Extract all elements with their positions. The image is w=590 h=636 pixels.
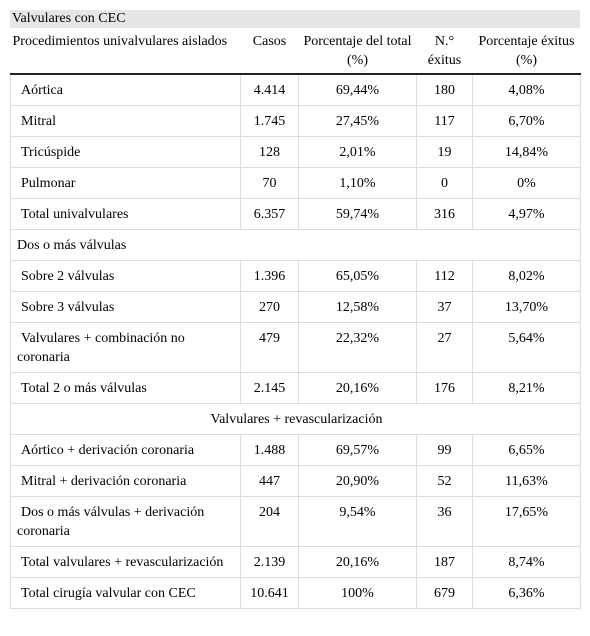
table-cell: 6,65%: [472, 434, 581, 466]
table-cell: 0: [416, 167, 473, 199]
table-row: Mitral 1.745 27,45% 117 6,70%: [10, 105, 581, 137]
table-cell: 4,97%: [472, 198, 581, 230]
table-cell: Mitral + derivación coronaria: [10, 465, 241, 497]
table-cell: 112: [416, 260, 473, 292]
table-row: Mitral + derivación coronaria 447 20,90% 52…: [10, 465, 581, 497]
table-row: Total valvulares + revascularización 2.13…: [10, 546, 581, 578]
table-row: Sobre 2 válvulas 1.396 65,05% 112 8,02%: [10, 260, 581, 292]
table-cell: 20,90%: [298, 465, 417, 497]
table-row: Total 2 o más válvulas 2.145 20,16% 176 8,21…: [10, 372, 581, 404]
table-cell: 13,70%: [472, 291, 581, 323]
table: Procedimientos univalvulares aislados Cas…: [10, 28, 581, 609]
section-row: Valvulares + revascularización: [10, 403, 581, 435]
table-container: Valvulares con CEC Procedimientos unival…: [10, 10, 581, 609]
table-cell: 5,64%: [472, 322, 581, 373]
table-cell: Pulmonar: [10, 167, 241, 199]
table-cell: Mitral: [10, 105, 241, 137]
table-cell: 12,58%: [298, 291, 417, 323]
section-cell: Valvulares + revascularización: [10, 403, 581, 435]
table-cell: 1.488: [240, 434, 299, 466]
table-row: Total univalvulares 6.357 59,74% 316 4,97%: [10, 198, 581, 230]
table-cell: Valvulares + combinación no coronaria: [10, 322, 241, 373]
table-cell: 1.396: [240, 260, 299, 292]
table-row: Tricúspide 128 2,01% 19 14,84%: [10, 136, 581, 168]
table-cell: 0%: [472, 167, 581, 199]
table-cell: 270: [240, 291, 299, 323]
table-cell: Aórtico + derivación coronaria: [10, 434, 241, 466]
table-cell: 187: [416, 546, 473, 578]
table-cell: 2.145: [240, 372, 299, 404]
table-cell: 6,36%: [472, 577, 581, 609]
table-cell: 99: [416, 434, 473, 466]
header-cell: Porcentaje del total (%): [298, 28, 417, 75]
table-cell: 479: [240, 322, 299, 373]
header-cell: N.° éxitus: [416, 28, 473, 75]
table-cell: 176: [416, 372, 473, 404]
table-cell: 204: [240, 496, 299, 547]
table-cell: 14,84%: [472, 136, 581, 168]
table-cell: 117: [416, 105, 473, 137]
table-row: Total cirugía valvular con CEC 10.641 100%…: [10, 577, 581, 609]
table-cell: 8,74%: [472, 546, 581, 578]
section-cell: Dos o más válvulas: [10, 229, 581, 261]
table-cell: 27: [416, 322, 473, 373]
table-cell: Total valvulares + revascularización: [10, 546, 241, 578]
table-row: Dos o más válvulas + derivación coronari…: [10, 496, 581, 547]
table-cell: 6.357: [240, 198, 299, 230]
table-cell: 180: [416, 73, 473, 106]
table-row: Pulmonar 70 1,10% 0 0%: [10, 167, 581, 199]
table-row: Valvulares + combinación no coronaria 479…: [10, 322, 581, 373]
table-cell: 37: [416, 291, 473, 323]
table-cell: 36: [416, 496, 473, 547]
table-cell: 4,08%: [472, 73, 581, 106]
header-cell: Porcentaje éxitus (%): [472, 28, 581, 75]
table-cell: 10.641: [240, 577, 299, 609]
table-cell: 20,16%: [298, 546, 417, 578]
table-body: Aórtica 4.414 69,44% 180 4,08% Mitral 1.745 27,…: [10, 73, 581, 609]
table-cell: Sobre 2 válvulas: [10, 260, 241, 292]
table-cell: Sobre 3 válvulas: [10, 291, 241, 323]
header-cell: Casos: [240, 28, 299, 75]
table-cell: 65,05%: [298, 260, 417, 292]
table-cell: 128: [240, 136, 299, 168]
table-cell: Aórtica: [10, 73, 241, 106]
table-cell: 6,70%: [472, 105, 581, 137]
table-cell: 52: [416, 465, 473, 497]
table-cell: 8,21%: [472, 372, 581, 404]
table-cell: 2,01%: [298, 136, 417, 168]
table-cell: Dos o más válvulas + derivación coronari…: [10, 496, 241, 547]
table-cell: 69,57%: [298, 434, 417, 466]
table-cell: 4.414: [240, 73, 299, 106]
table-cell: Tricúspide: [10, 136, 241, 168]
table-cell: 1.745: [240, 105, 299, 137]
table-cell: 447: [240, 465, 299, 497]
table-cell: 11,63%: [472, 465, 581, 497]
table-cell: 19: [416, 136, 473, 168]
table-cell: 9,54%: [298, 496, 417, 547]
table-row: Sobre 3 válvulas 270 12,58% 37 13,70%: [10, 291, 581, 323]
table-row: Aórtica 4.414 69,44% 180 4,08%: [10, 73, 581, 106]
table-cell: Total cirugía valvular con CEC: [10, 577, 241, 609]
table-cell: 17,65%: [472, 496, 581, 547]
table-cell: 27,45%: [298, 105, 417, 137]
table-cell: 316: [416, 198, 473, 230]
section-row: Dos o más válvulas: [10, 229, 581, 261]
table-cell: Total 2 o más válvulas: [10, 372, 241, 404]
table-cell: 2.139: [240, 546, 299, 578]
table-cell: 1,10%: [298, 167, 417, 199]
table-cell: Total univalvulares: [10, 198, 241, 230]
table-title: Valvulares con CEC: [10, 10, 580, 28]
table-cell: 22,32%: [298, 322, 417, 373]
table-cell: 100%: [298, 577, 417, 609]
header-cell: Procedimientos univalvulares aislados: [10, 28, 241, 75]
table-cell: 20,16%: [298, 372, 417, 404]
table-cell: 679: [416, 577, 473, 609]
table-cell: 70: [240, 167, 299, 199]
table-cell: 59,74%: [298, 198, 417, 230]
table-cell: 69,44%: [298, 73, 417, 106]
table-row: Aórtico + derivación coronaria 1.488 69,57…: [10, 434, 581, 466]
table-cell: 8,02%: [472, 260, 581, 292]
header-row: Procedimientos univalvulares aislados Cas…: [10, 28, 581, 75]
